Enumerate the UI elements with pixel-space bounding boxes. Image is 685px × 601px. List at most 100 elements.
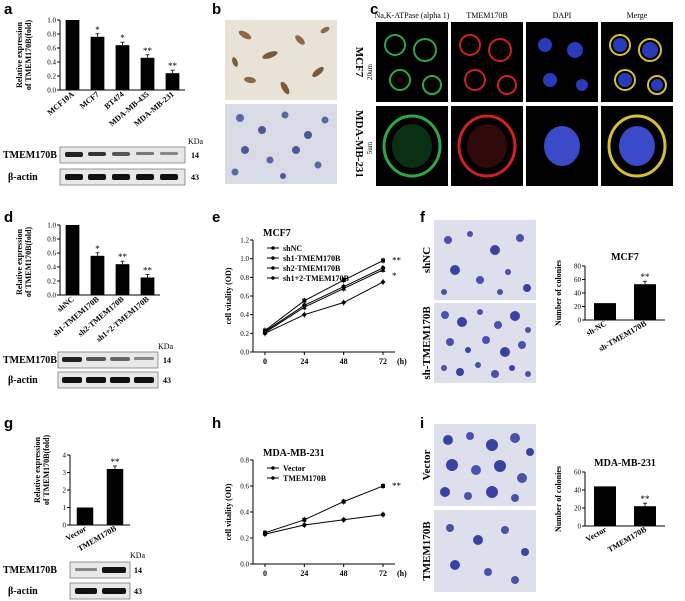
ytick-label-d-1: 0.2 [47, 278, 56, 286]
blot-d-label-tmem: TMEM170B [3, 355, 57, 366]
ytick-label-a-3: 0.6 [47, 45, 56, 53]
ylabel-a-2: of TMEM170B(fold) [24, 20, 33, 91]
xunit-h: (h) [397, 569, 407, 578]
ylabel-h: cell vitality (OD) [224, 483, 233, 540]
xtick-label-h-0: 0 [263, 569, 267, 578]
blot-g-bands [75, 567, 126, 594]
chart-title-f: MCF7 [611, 252, 639, 263]
ytick-label-f-3: 60 [574, 276, 582, 284]
sig-i-1: ** [641, 494, 651, 504]
c-nak-low [376, 22, 448, 102]
ytick-label-d-5: 1.0 [47, 222, 56, 230]
point-e-0-1 [302, 298, 307, 303]
ytick-label-h-4: 0.8 [240, 457, 249, 465]
sig-d-1: * [95, 244, 100, 254]
f-label-shnc: shNC [421, 247, 433, 273]
legend-marker-h-1 [271, 476, 275, 480]
bar-f-1 [634, 284, 656, 320]
c-col-dapi: DAPI [553, 11, 572, 20]
xtick-label-h-1: 24 [300, 569, 308, 578]
legend-marker-h-0 [271, 466, 275, 470]
ylabel-f: Number of colonies [554, 260, 563, 326]
f-colony-shtmem [434, 303, 536, 383]
panel-letter-c: c [370, 1, 378, 18]
bar-g-0 [76, 507, 94, 525]
point-h-1-3 [380, 512, 386, 517]
xlabel-f-0: sh-NC [585, 319, 609, 338]
legend-label-e-2: sh2-TMEM170B [283, 264, 341, 273]
ytick-label-a-5: 1.0 [47, 17, 56, 25]
ytick-label-h-2: 0.4 [240, 509, 249, 517]
legend-label-e-0: shNC [283, 244, 302, 253]
b-label-mcf7: MCF7 [353, 47, 365, 78]
sig-a-4: ** [168, 61, 178, 71]
c-tmem-low [451, 22, 523, 102]
blot-g-label-tmem: TMEM170B [3, 565, 57, 576]
panel-letter-b: b [212, 1, 221, 18]
bar-d-1 [90, 255, 105, 295]
point-h-1-0 [262, 531, 268, 537]
legend-label-h-1: TMEM170B [283, 474, 327, 483]
blot-d-actin [57, 371, 159, 389]
ytick-label-i-1: 20 [574, 505, 582, 513]
bar-chart-d: 0.00.20.40.60.81.0shNC*sh1-TMEM170B**sh2… [47, 222, 160, 344]
blot-g-label-actin: β-actin [8, 586, 38, 597]
c-dapi-high [526, 106, 598, 186]
xtick-label-e-0: 0 [263, 357, 267, 366]
xlabel-i-1: TMEM170B [606, 525, 648, 555]
ytick-label-f-0: 0 [578, 317, 582, 325]
ytick-label-e-0: 0.0 [240, 349, 249, 357]
xtick-label-e-1: 24 [300, 357, 308, 366]
series-line-e-3 [264, 281, 384, 334]
ytick-label-f-4: 80 [574, 263, 582, 271]
ytick-label-d-4: 0.8 [47, 236, 56, 244]
ytick-label-h-3: 0.6 [240, 483, 249, 491]
line-chart-e: 0.0 0.2 0.4 0.6 0.8 1.0 1.2 0 24 48 72 (h) shNCsh1-T… [224, 228, 407, 366]
panel-letter-g: g [4, 415, 13, 432]
panel-letter-e: e [212, 209, 220, 226]
blot-a-kda-header: KDa [188, 137, 204, 146]
point-h-1-1 [302, 522, 307, 528]
xlabel-d-0: shNC [55, 294, 76, 313]
chart-title-e: MCF7 [263, 228, 291, 239]
ytick-label-e-1: 0.2 [240, 330, 249, 338]
chart-title-h: MDA-MB-231 [263, 448, 325, 459]
xlabel-a-1: MCF7 [78, 90, 101, 111]
bar-f-0 [594, 303, 616, 320]
ylabel-g-1: Relative expression [33, 437, 42, 503]
ytick-label-e-2: 0.4 [240, 311, 249, 319]
ytick-label-i-2: 40 [574, 487, 582, 495]
annotation-h-0: ** [392, 481, 402, 491]
ylabel-d-1: Relative expression [15, 229, 24, 295]
i-label-vector: Vector [421, 450, 433, 481]
bar-a-0 [65, 20, 80, 90]
blot-g-actin [69, 582, 131, 600]
series-line-e-2 [264, 269, 384, 333]
sig-d-3: ** [143, 266, 153, 276]
f-label-shtmem: sh-TMEM170B [421, 306, 433, 380]
bar-chart-i: 0 20 40 60 Vector ** TMEM170B MDA-MB-231 Number … [554, 458, 665, 554]
blot-g-tmem [69, 561, 131, 579]
xtick-label-e-3: 72 [379, 357, 387, 366]
blot-g-kda-43: 43 [134, 587, 142, 596]
bar-d-2 [115, 264, 130, 295]
point-e-3-0 [262, 330, 268, 336]
legend-label-e-1: sh1-TMEM170B [283, 254, 341, 263]
c-scale-5um: 5um [366, 141, 374, 154]
blot-a-label-tmem: TMEM170B [3, 150, 57, 161]
bar-a-1 [90, 36, 105, 90]
ytick-label-e-5: 1.0 [240, 255, 249, 263]
point-e-0-2 [341, 278, 346, 283]
ytick-label-f-1: 20 [574, 303, 582, 311]
xtick-label-h-2: 48 [340, 569, 348, 578]
ytick-label-a-2: 0.4 [47, 59, 56, 67]
legend-marker-e-1 [271, 256, 275, 260]
c-tmem-high [451, 106, 523, 186]
blot-d-bands [62, 357, 154, 383]
blot-g-kda-header: KDa [130, 551, 146, 560]
series-line-e-0 [264, 260, 384, 331]
bar-d-3 [140, 277, 155, 295]
c-col-nak: Na,K-ATPase (alpha 1) [375, 11, 450, 20]
